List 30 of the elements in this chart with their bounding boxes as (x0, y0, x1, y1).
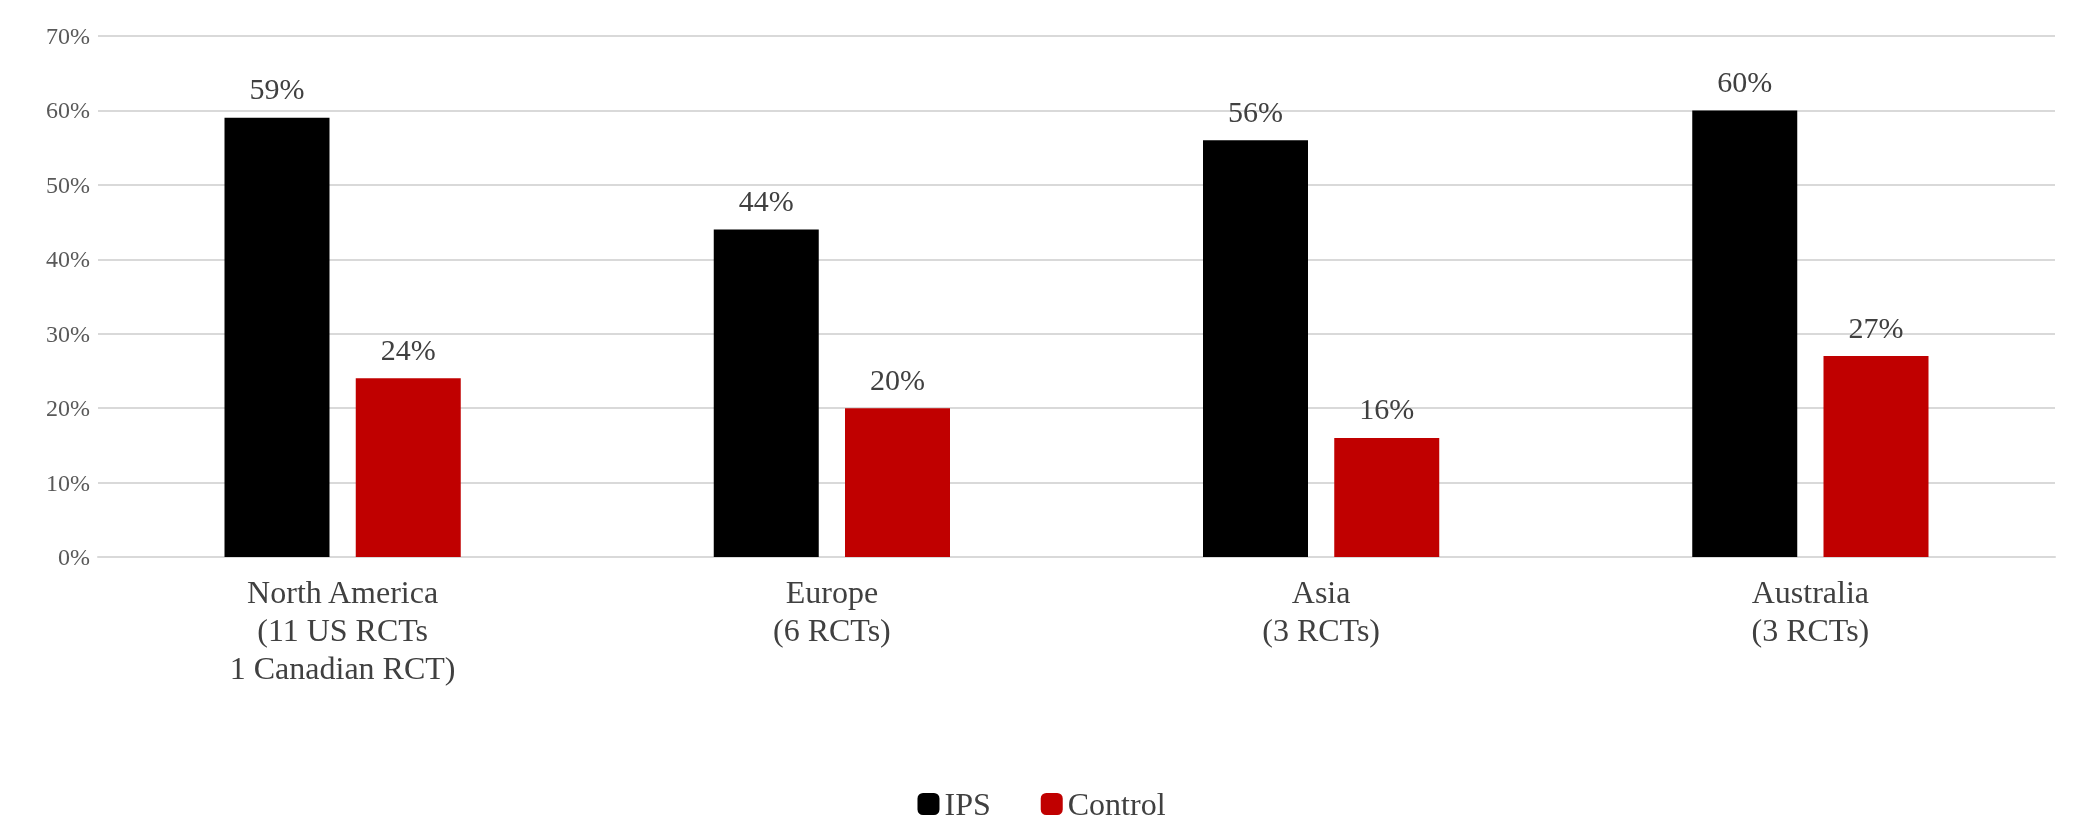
data-label: 16% (1359, 392, 1415, 426)
y-tick-label: 0% (58, 544, 90, 570)
x-tick-label: Asia (3 RCTs) (1262, 574, 1381, 648)
data-label: 24% (380, 332, 436, 366)
y-tick-label: 40% (46, 246, 90, 273)
data-label: 59% (249, 72, 305, 106)
data-label: 56% (1228, 94, 1283, 128)
legend-label: IPS (944, 786, 991, 822)
x-tick-label: North America (11 US RCTs 1 Canadian RCT) (229, 574, 456, 686)
y-tick-label: 30% (46, 320, 90, 347)
y-tick-label: 20% (46, 395, 90, 422)
bar (1692, 110, 1798, 557)
y-tick-label: 70% (46, 23, 90, 49)
bar (1334, 437, 1440, 557)
data-label: 27% (1848, 310, 1904, 344)
bar (224, 117, 330, 557)
x-tick-label: Europe (6 RCTs) (772, 574, 891, 648)
data-label: 44% (738, 184, 794, 218)
x-tick-label: Australia (3 RCTs) (1751, 574, 1870, 648)
bar (1203, 140, 1308, 557)
bar (1823, 356, 1929, 557)
legend-label: Control (1067, 786, 1166, 822)
y-tick-label: 60% (46, 97, 90, 124)
bar (845, 408, 950, 557)
bar (355, 378, 461, 557)
y-tick-label: 50% (46, 171, 90, 198)
bar (713, 229, 819, 557)
data-label: 60% (1717, 64, 1773, 98)
y-tick-label: 10% (46, 469, 90, 496)
data-label: 20% (870, 362, 925, 396)
